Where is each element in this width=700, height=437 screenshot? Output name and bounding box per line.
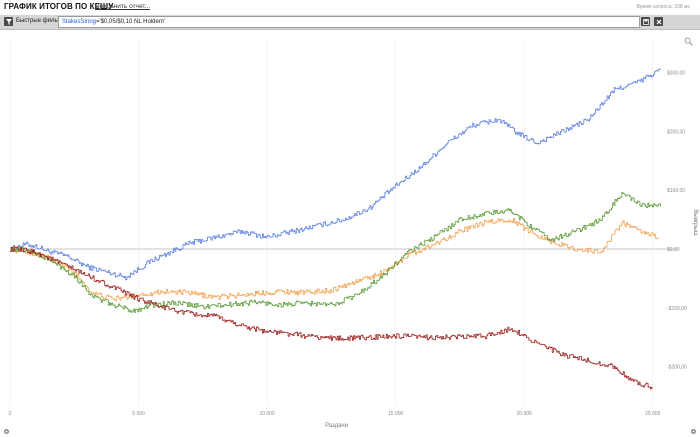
query-time-label: Время запроса: 238 мс — [636, 4, 690, 10]
x-tick-label: 10 000 — [259, 411, 275, 417]
x-tick-label: 5 000 — [132, 411, 145, 417]
quick-filter-label: Быстрые фильт — [16, 18, 60, 24]
save-icon — [642, 18, 649, 25]
x-axis-label: Раздачи — [325, 423, 348, 429]
save-report-link[interactable]: Сохранить отчет... — [95, 3, 151, 10]
y-tick-label: $200,00 — [667, 129, 685, 135]
chart-series — [10, 68, 661, 390]
series-line — [10, 68, 661, 281]
filter-icon[interactable] — [4, 17, 13, 26]
page-title: ГРАФИК ИТОГОВ ПО КЕШУ — [4, 2, 114, 11]
x-tick-label: 20 000 — [517, 411, 533, 417]
x-tick-label: 15 000 — [388, 411, 404, 417]
y-tick-label: -$200,00 — [667, 365, 687, 371]
filter-key: StakesString — [62, 19, 97, 25]
y-axis-label: Выигрыш — [692, 209, 698, 236]
filter-value: '$0,05/$0,10 NL Holdem' — [99, 19, 165, 25]
chart-grid — [9, 40, 654, 405]
series-line — [10, 246, 654, 390]
y-tick-label: $0,00 — [667, 247, 680, 253]
y-tick-label: -$100,00 — [667, 306, 687, 312]
filter-operator: = — [96, 19, 100, 25]
x-tick-label: 0 — [9, 411, 12, 417]
series-line — [10, 192, 661, 313]
save-filter-button[interactable] — [641, 17, 650, 26]
clear-icon — [656, 19, 661, 24]
zoom-icon[interactable] — [684, 37, 693, 46]
gear-icon[interactable] — [690, 428, 697, 435]
quick-filter-input[interactable]: StakesString='$0,05/$0,10 NL Holdem' — [58, 16, 640, 28]
y-tick-label: $100,00 — [667, 188, 685, 194]
series-line — [10, 218, 659, 302]
clear-filter-button[interactable] — [654, 17, 663, 26]
x-axis-ticks: 0 5 000 10 000 15 000 20 000 25 000 — [9, 411, 661, 417]
y-tick-label: $300,00 — [667, 70, 685, 76]
quick-filter-bar: Быстрые фильт StakesString='$0,05/$0,10 … — [0, 15, 700, 30]
x-tick-label: 25 000 — [645, 411, 661, 417]
y-axis-ticks: $300,00 $200,00 $100,00 $0,00 -$100,00 -$200,… — [667, 70, 687, 370]
gear-icon[interactable] — [3, 428, 10, 435]
